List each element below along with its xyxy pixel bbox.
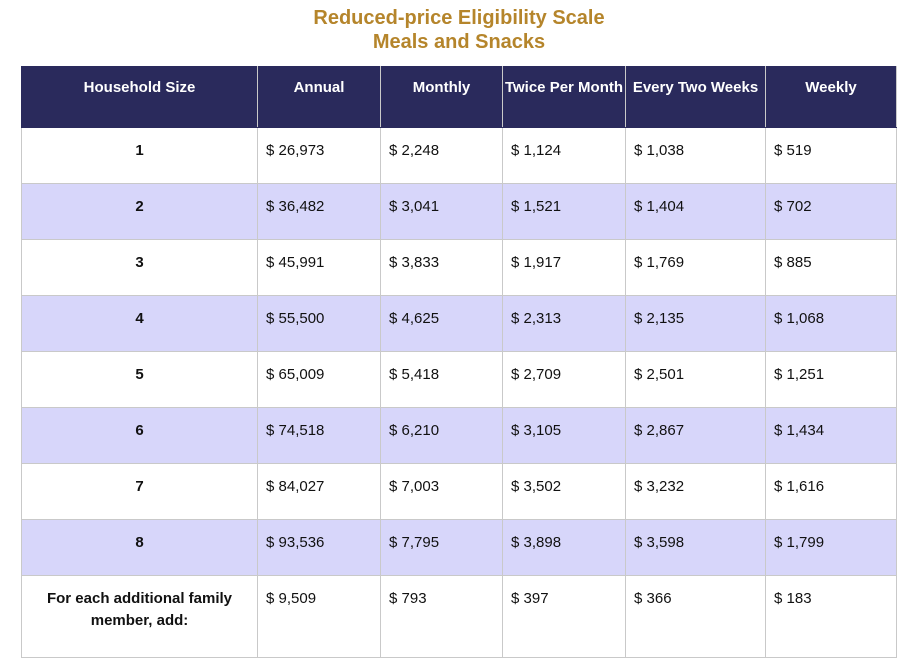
- cell-weekly: $ 1,616: [765, 463, 897, 520]
- cell-every-two-weeks: $ 2,867: [625, 407, 766, 464]
- cell-monthly: $ 2,248: [380, 127, 503, 184]
- cell-weekly: $ 1,799: [765, 519, 897, 576]
- cell-annual: $ 55,500: [257, 295, 381, 352]
- cell-twice-per-month: $ 1,124: [502, 127, 626, 184]
- cell-weekly: $ 885: [765, 239, 897, 296]
- cell-monthly: $ 3,833: [380, 239, 503, 296]
- cell-monthly: $ 793: [380, 575, 503, 658]
- page-title: Reduced-price Eligibility Scale Meals an…: [0, 6, 918, 54]
- title-line-2: Meals and Snacks: [372, 31, 546, 53]
- table-row: 7 $ 84,027 $ 7,003 $ 3,502 $ 3,232 $ 1,616: [21, 463, 897, 520]
- cell-annual: $ 45,991: [257, 239, 381, 296]
- cell-every-two-weeks: $ 1,769: [625, 239, 766, 296]
- cell-household-size: 2: [21, 183, 258, 240]
- cell-weekly: $ 702: [765, 183, 897, 240]
- title-line-1: Reduced-price Eligibility Scale: [313, 7, 605, 29]
- cell-twice-per-month: $ 1,521: [502, 183, 626, 240]
- cell-monthly: $ 7,003: [380, 463, 503, 520]
- cell-household-size: 7: [21, 463, 258, 520]
- cell-weekly: $ 1,434: [765, 407, 897, 464]
- table-row: 5 $ 65,009 $ 5,418 $ 2,709 $ 2,501 $ 1,251: [21, 351, 897, 408]
- cell-weekly: $ 519: [765, 127, 897, 184]
- cell-every-two-weeks: $ 2,135: [625, 295, 766, 352]
- column-header-weekly: Weekly: [765, 66, 897, 128]
- table-row: For each additional family member, add: $…: [21, 575, 897, 658]
- cell-monthly: $ 6,210: [380, 407, 503, 464]
- table-row: 2 $ 36,482 $ 3,041 $ 1,521 $ 1,404 $ 702: [21, 183, 897, 240]
- cell-annual: $ 36,482: [257, 183, 381, 240]
- table-header-row: Household Size Annual Monthly Twice Per …: [21, 66, 897, 128]
- column-header-annual: Annual: [257, 66, 381, 128]
- cell-twice-per-month: $ 1,917: [502, 239, 626, 296]
- column-header-twice-per-month: Twice Per Month: [502, 66, 626, 128]
- cell-household-size: 5: [21, 351, 258, 408]
- column-header-monthly: Monthly: [380, 66, 503, 128]
- table-row: 1 $ 26,973 $ 2,248 $ 1,124 $ 1,038 $ 519: [21, 127, 897, 184]
- cell-annual: $ 74,518: [257, 407, 381, 464]
- cell-household-size: 1: [21, 127, 258, 184]
- cell-monthly: $ 4,625: [380, 295, 503, 352]
- cell-twice-per-month: $ 3,502: [502, 463, 626, 520]
- cell-household-size: 8: [21, 519, 258, 576]
- cell-twice-per-month: $ 3,898: [502, 519, 626, 576]
- cell-every-two-weeks: $ 3,598: [625, 519, 766, 576]
- cell-weekly: $ 1,068: [765, 295, 897, 352]
- cell-household-size: For each additional family member, add:: [21, 575, 258, 658]
- cell-annual: $ 84,027: [257, 463, 381, 520]
- cell-every-two-weeks: $ 3,232: [625, 463, 766, 520]
- cell-every-two-weeks: $ 2,501: [625, 351, 766, 408]
- cell-annual: $ 26,973: [257, 127, 381, 184]
- eligibility-table: Household Size Annual Monthly Twice Per …: [21, 66, 897, 658]
- cell-twice-per-month: $ 397: [502, 575, 626, 658]
- cell-annual: $ 93,536: [257, 519, 381, 576]
- cell-weekly: $ 1,251: [765, 351, 897, 408]
- cell-every-two-weeks: $ 1,404: [625, 183, 766, 240]
- table-row: 6 $ 74,518 $ 6,210 $ 3,105 $ 2,867 $ 1,434: [21, 407, 897, 464]
- cell-household-size: 6: [21, 407, 258, 464]
- table-row: 3 $ 45,991 $ 3,833 $ 1,917 $ 1,769 $ 885: [21, 239, 897, 296]
- cell-monthly: $ 5,418: [380, 351, 503, 408]
- column-header-every-two-weeks: Every Two Weeks: [625, 66, 766, 128]
- table-row: 4 $ 55,500 $ 4,625 $ 2,313 $ 2,135 $ 1,068: [21, 295, 897, 352]
- column-header-household-size: Household Size: [21, 66, 258, 128]
- cell-weekly: $ 183: [765, 575, 897, 658]
- cell-monthly: $ 3,041: [380, 183, 503, 240]
- cell-every-two-weeks: $ 366: [625, 575, 766, 658]
- cell-every-two-weeks: $ 1,038: [625, 127, 766, 184]
- cell-twice-per-month: $ 2,709: [502, 351, 626, 408]
- cell-twice-per-month: $ 3,105: [502, 407, 626, 464]
- cell-twice-per-month: $ 2,313: [502, 295, 626, 352]
- cell-household-size: 3: [21, 239, 258, 296]
- cell-annual: $ 9,509: [257, 575, 381, 658]
- cell-monthly: $ 7,795: [380, 519, 503, 576]
- table-row: 8 $ 93,536 $ 7,795 $ 3,898 $ 3,598 $ 1,799: [21, 519, 897, 576]
- cell-household-size: 4: [21, 295, 258, 352]
- cell-annual: $ 65,009: [257, 351, 381, 408]
